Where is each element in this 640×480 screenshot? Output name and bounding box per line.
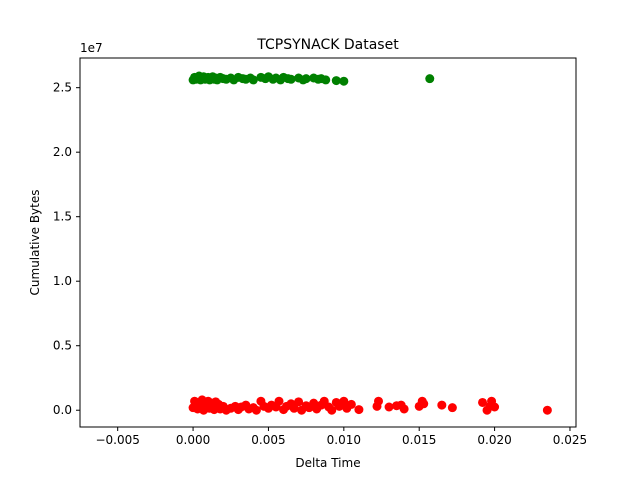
data-point (346, 399, 356, 409)
y-tick-label: 1.0 (53, 274, 72, 288)
data-point (478, 397, 488, 407)
data-point (542, 405, 552, 415)
data-point (490, 402, 500, 412)
y-tick-label: 1.5 (53, 210, 72, 224)
x-tick-label: 0.010 (327, 433, 361, 447)
x-tick-label: 0.015 (402, 433, 436, 447)
data-point (339, 76, 349, 86)
x-tick-label: 0.005 (251, 433, 285, 447)
data-point (327, 405, 337, 415)
plot-frame (79, 57, 577, 428)
y-tick-label: 0.5 (53, 339, 72, 353)
data-point (437, 400, 447, 410)
data-point (374, 396, 383, 406)
y-tick-label: 2.5 (53, 81, 72, 95)
x-axis-label: Delta Time (295, 456, 360, 470)
data-point (384, 402, 394, 412)
x-tick-label: 0.020 (477, 433, 511, 447)
data-point (301, 74, 311, 84)
data-point (294, 397, 304, 407)
chart-title: TCPSYNACK Dataset (256, 37, 399, 53)
data-point (447, 403, 457, 413)
y-tick-label: 2.0 (53, 145, 72, 159)
data-point (248, 75, 258, 85)
x-tick-label: 0.025 (553, 433, 587, 447)
data-point (321, 75, 331, 85)
data-point (354, 405, 364, 415)
y-offset-label: 1e7 (80, 41, 103, 55)
x-tick-label: −0.005 (95, 433, 139, 447)
x-tick-label: 0.000 (176, 433, 210, 447)
data-point (419, 399, 429, 409)
data-point (274, 396, 284, 406)
y-axis-label: Cumulative Bytes (28, 190, 42, 296)
data-point (331, 76, 341, 86)
y-tick-label: 0.0 (53, 403, 72, 417)
plot-marks (188, 71, 552, 415)
data-point (399, 404, 409, 414)
y-axis: 0.0 0.5 1.0 1.5 2.0 2.5 (53, 81, 80, 417)
data-point (286, 74, 296, 84)
data-point (425, 74, 435, 84)
data-point (289, 403, 299, 413)
x-axis: −0.005 0.000 0.005 0.010 0.015 0.020 0.025 (95, 427, 587, 447)
data-point (339, 396, 349, 406)
data-point (251, 405, 261, 415)
